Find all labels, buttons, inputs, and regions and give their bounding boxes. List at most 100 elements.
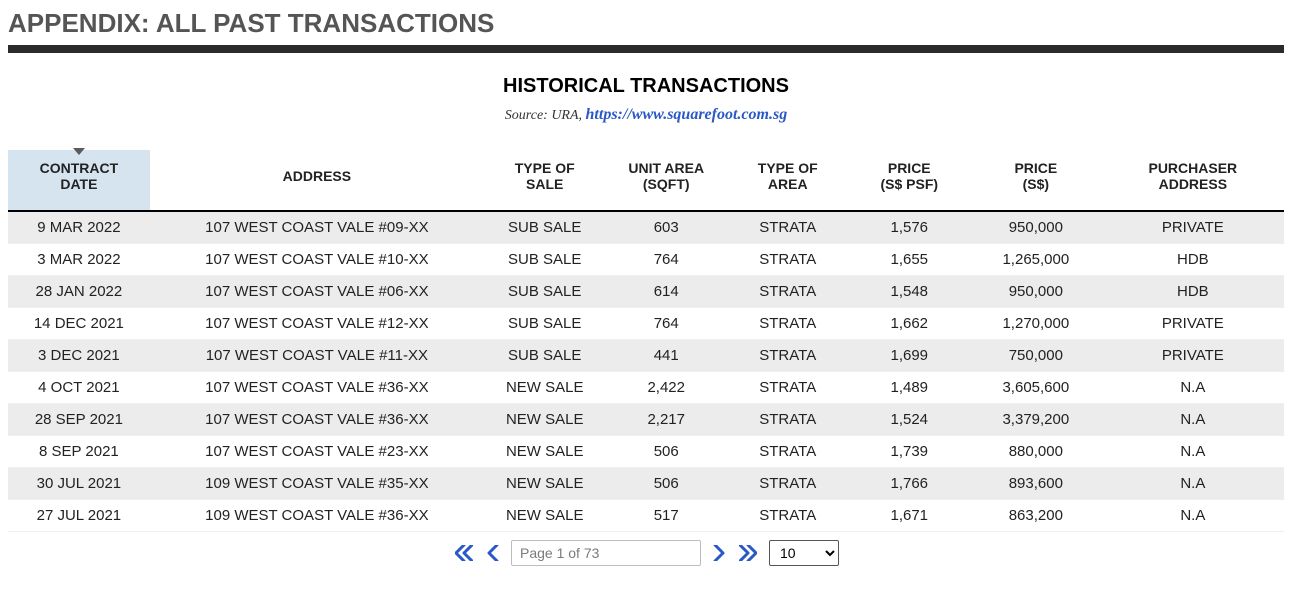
column-header-type_sale[interactable]: TYPE OFSALE [484, 150, 606, 211]
first-page-button[interactable] [453, 545, 475, 561]
cell-purchaser: PRIVATE [1102, 308, 1284, 340]
column-header-label: PURCHASER [1148, 160, 1237, 176]
cell-date: 9 MAR 2022 [8, 211, 150, 244]
sort-desc-icon [73, 148, 85, 155]
column-header-label: DATE [60, 176, 97, 192]
next-page-button[interactable] [711, 545, 727, 561]
table-row: 14 DEC 2021107 WEST COAST VALE #12-XXSUB… [8, 308, 1284, 340]
cell-price: 3,605,600 [970, 372, 1102, 404]
cell-date: 28 SEP 2021 [8, 404, 150, 436]
column-header-label: ADDRESS [1159, 176, 1227, 192]
column-header-psf[interactable]: PRICE(S$ PSF) [849, 150, 971, 211]
cell-area_type: STRATA [727, 500, 849, 532]
divider-rule [8, 45, 1284, 53]
column-header-purchaser[interactable]: PURCHASERADDRESS [1102, 150, 1284, 211]
column-header-label: (SQFT) [643, 176, 690, 192]
cell-unit_area: 764 [605, 244, 727, 276]
column-header-label: (S$ PSF) [880, 176, 938, 192]
cell-type_sale: NEW SALE [484, 500, 606, 532]
cell-type_sale: NEW SALE [484, 468, 606, 500]
column-header-unit_area[interactable]: UNIT AREA(SQFT) [605, 150, 727, 211]
cell-purchaser: PRIVATE [1102, 340, 1284, 372]
column-header-address[interactable]: ADDRESS [150, 150, 484, 211]
column-header-label: CONTRACT [40, 160, 119, 176]
cell-psf: 1,699 [849, 340, 971, 372]
column-header-label: TYPE OF [758, 160, 818, 176]
column-header-label: TYPE OF [515, 160, 575, 176]
cell-price: 3,379,200 [970, 404, 1102, 436]
cell-purchaser: PRIVATE [1102, 211, 1284, 244]
cell-psf: 1,655 [849, 244, 971, 276]
cell-area_type: STRATA [727, 372, 849, 404]
cell-unit_area: 2,422 [605, 372, 727, 404]
cell-date: 3 MAR 2022 [8, 244, 150, 276]
cell-price: 880,000 [970, 436, 1102, 468]
table-row: 28 JAN 2022107 WEST COAST VALE #06-XXSUB… [8, 276, 1284, 308]
cell-area_type: STRATA [727, 244, 849, 276]
cell-date: 30 JUL 2021 [8, 468, 150, 500]
cell-price: 1,265,000 [970, 244, 1102, 276]
column-header-label: PRICE [1014, 160, 1057, 176]
cell-purchaser: N.A [1102, 404, 1284, 436]
cell-psf: 1,576 [849, 211, 971, 244]
table-row: 27 JUL 2021109 WEST COAST VALE #36-XXNEW… [8, 500, 1284, 532]
table-row: 4 OCT 2021107 WEST COAST VALE #36-XXNEW … [8, 372, 1284, 404]
cell-date: 3 DEC 2021 [8, 340, 150, 372]
column-header-price[interactable]: PRICE(S$) [970, 150, 1102, 211]
cell-area_type: STRATA [727, 276, 849, 308]
column-header-label: ADDRESS [283, 168, 351, 184]
cell-price: 950,000 [970, 276, 1102, 308]
cell-type_sale: SUB SALE [484, 244, 606, 276]
cell-purchaser: HDB [1102, 276, 1284, 308]
cell-area_type: STRATA [727, 340, 849, 372]
cell-area_type: STRATA [727, 468, 849, 500]
cell-unit_area: 506 [605, 436, 727, 468]
page-size-select[interactable]: 10 [769, 540, 839, 566]
cell-purchaser: N.A [1102, 372, 1284, 404]
cell-date: 8 SEP 2021 [8, 436, 150, 468]
table-row: 8 SEP 2021107 WEST COAST VALE #23-XXNEW … [8, 436, 1284, 468]
cell-address: 107 WEST COAST VALE #10-XX [150, 244, 484, 276]
cell-psf: 1,671 [849, 500, 971, 532]
cell-type_sale: NEW SALE [484, 404, 606, 436]
cell-price: 893,600 [970, 468, 1102, 500]
cell-area_type: STRATA [727, 211, 849, 244]
cell-address: 109 WEST COAST VALE #36-XX [150, 500, 484, 532]
cell-address: 109 WEST COAST VALE #35-XX [150, 468, 484, 500]
cell-address: 107 WEST COAST VALE #11-XX [150, 340, 484, 372]
cell-type_sale: NEW SALE [484, 372, 606, 404]
column-header-label: SALE [526, 176, 563, 192]
cell-unit_area: 517 [605, 500, 727, 532]
page-input[interactable] [511, 540, 701, 566]
cell-date: 27 JUL 2021 [8, 500, 150, 532]
cell-address: 107 WEST COAST VALE #23-XX [150, 436, 484, 468]
cell-date: 14 DEC 2021 [8, 308, 150, 340]
table-header: CONTRACTDATEADDRESSTYPE OFSALEUNIT AREA(… [8, 150, 1284, 211]
cell-purchaser: N.A [1102, 436, 1284, 468]
prev-page-button[interactable] [485, 545, 501, 561]
table-row: 30 JUL 2021109 WEST COAST VALE #35-XXNEW… [8, 468, 1284, 500]
last-page-button[interactable] [737, 545, 759, 561]
column-header-label: AREA [768, 176, 808, 192]
column-header-area_type[interactable]: TYPE OFAREA [727, 150, 849, 211]
cell-address: 107 WEST COAST VALE #09-XX [150, 211, 484, 244]
cell-address: 107 WEST COAST VALE #12-XX [150, 308, 484, 340]
table-row: 3 MAR 2022107 WEST COAST VALE #10-XXSUB … [8, 244, 1284, 276]
cell-price: 1,270,000 [970, 308, 1102, 340]
cell-psf: 1,548 [849, 276, 971, 308]
column-header-label: UNIT AREA [628, 160, 704, 176]
column-header-date[interactable]: CONTRACTDATE [8, 150, 150, 211]
cell-price: 863,200 [970, 500, 1102, 532]
pager: 10 [8, 532, 1284, 580]
source-link[interactable]: https://www.squarefoot.com.sg [586, 106, 788, 123]
cell-unit_area: 441 [605, 340, 727, 372]
cell-psf: 1,662 [849, 308, 971, 340]
table-row: 28 SEP 2021107 WEST COAST VALE #36-XXNEW… [8, 404, 1284, 436]
source-line: Source: URA, https://www.squarefoot.com.… [8, 106, 1284, 124]
cell-date: 28 JAN 2022 [8, 276, 150, 308]
cell-price: 750,000 [970, 340, 1102, 372]
cell-type_sale: NEW SALE [484, 436, 606, 468]
cell-area_type: STRATA [727, 404, 849, 436]
cell-area_type: STRATA [727, 308, 849, 340]
section-title: HISTORICAL TRANSACTIONS [8, 75, 1284, 98]
